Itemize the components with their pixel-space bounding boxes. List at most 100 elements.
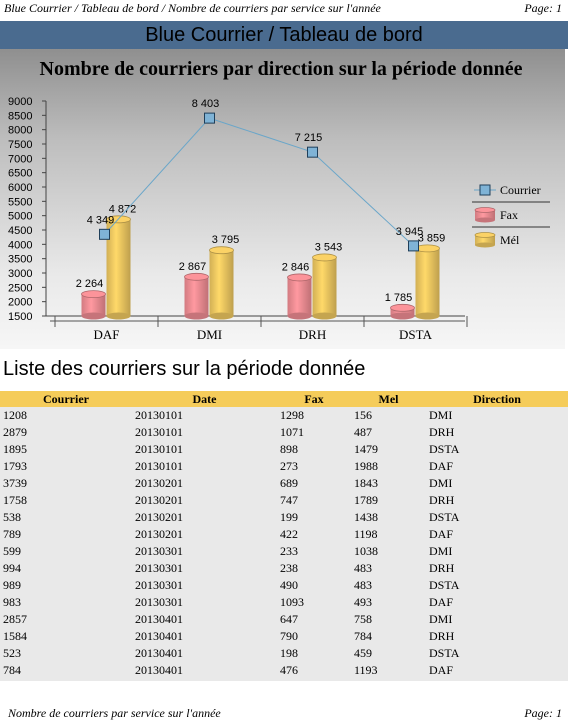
- bar-body: [390, 307, 415, 316]
- bar-body: [106, 219, 131, 316]
- cell-direction: DMI: [429, 476, 453, 490]
- legend-swatch-cylinder: [475, 210, 495, 220]
- cell-direction: DMI: [429, 544, 453, 558]
- cell-direction: DAF: [429, 595, 454, 609]
- cell-fax: 790: [280, 629, 298, 643]
- cell-date: 20130401: [135, 629, 183, 643]
- cell-direction: DRH: [429, 425, 455, 439]
- bar-body: [415, 248, 440, 316]
- bar-bottom: [106, 312, 131, 320]
- data-label: 2 867: [179, 261, 207, 273]
- cell-fax: 647: [280, 612, 298, 626]
- y-tick-label: 7000: [8, 153, 32, 165]
- bar-fax: [390, 303, 415, 320]
- cell-date: 20130201: [135, 510, 183, 524]
- bar-mél: [209, 246, 234, 320]
- footer-title: Nombre de courriers par service sur l'an…: [8, 706, 221, 720]
- cell-date: 20130101: [135, 442, 183, 456]
- cell-direction: DAF: [429, 663, 454, 677]
- legend-swatch-bottom: [475, 217, 495, 223]
- cell-courrier: 1208: [3, 408, 27, 422]
- legend-swatch-top: [474, 207, 496, 213]
- bar-fax: [81, 290, 106, 320]
- data-label: 2 264: [76, 278, 104, 290]
- column-header-date: Date: [192, 391, 217, 406]
- bar-body: [81, 294, 106, 316]
- point-courrier: [99, 228, 110, 240]
- column-header-fax: Fax: [304, 391, 324, 406]
- bar-top: [390, 303, 415, 312]
- cell-date: 20130301: [135, 544, 183, 558]
- table-row: 1208 20130101 1298 156 DMI: [0, 407, 568, 424]
- bar-top: [415, 244, 440, 253]
- cell-date: 20130101: [135, 459, 183, 473]
- table-header-row: Courrier Date Fax Mel Direction: [0, 391, 568, 407]
- cell-courrier: 3739: [3, 476, 27, 490]
- cell-mel: 1479: [354, 442, 378, 456]
- legend-label: Fax: [500, 208, 518, 222]
- footer-page-number: Page: 1: [524, 706, 562, 720]
- chart-panel: Nombre de courriers par direction sur la…: [0, 49, 565, 349]
- x-tick-label: DAF: [93, 327, 119, 342]
- direction-chart: Nombre de courriers par direction sur la…: [8, 58, 550, 342]
- table-row: 784 20130401 476 1193 DAF: [0, 662, 568, 679]
- cell-courrier: 1793: [3, 459, 27, 473]
- cell-courrier: 789: [3, 527, 21, 541]
- table-row: 989 20130301 490 483 DSTA: [0, 577, 568, 594]
- cell-direction: DRH: [429, 629, 455, 643]
- chart-plot-area: 1500 2000 2500 3000 3500 4000 4500 5000 5500 6000…: [8, 96, 468, 342]
- bar-bottom: [415, 312, 440, 320]
- cell-courrier: 599: [3, 544, 21, 558]
- report-breadcrumb: Blue Courrier / Tableau de bord / Nombre…: [4, 1, 381, 15]
- cell-direction: DMI: [429, 408, 453, 422]
- cell-mel: 1843: [354, 476, 378, 490]
- bar-mél: [415, 244, 440, 320]
- column-header-mel: Mel: [378, 391, 399, 406]
- bar-bottom: [184, 312, 209, 320]
- bar-top: [209, 246, 234, 255]
- y-tick-label: 8500: [8, 110, 32, 122]
- cell-mel: 1193: [354, 663, 378, 677]
- y-tick-label: 5500: [8, 196, 32, 208]
- legend-label: Mél: [500, 233, 520, 247]
- data-label: 3 543: [315, 241, 343, 253]
- cell-date: 20130301: [135, 561, 183, 575]
- table-row: 789 20130201 422 1198 DAF: [0, 526, 568, 543]
- data-label: 3 795: [212, 234, 240, 246]
- cell-date: 20130301: [135, 595, 183, 609]
- x-tick-label: DRH: [299, 327, 326, 342]
- column-header-direction: Direction: [473, 391, 521, 406]
- x-tick-label: DSTA: [399, 327, 433, 342]
- cell-date: 20130401: [135, 663, 183, 677]
- cell-date: 20130401: [135, 612, 183, 626]
- cell-courrier: 2879: [3, 425, 27, 439]
- data-label: 4 349: [87, 214, 115, 226]
- cell-direction: DAF: [429, 527, 454, 541]
- bar-mél: [106, 215, 131, 320]
- mail-table-container: Courrier Date Fax Mel Direction 1208 2013…: [0, 391, 568, 681]
- dashboard-banner: Blue Courrier / Tableau de bord: [0, 21, 568, 49]
- table-row: 983 20130301 1093 493 DAF: [0, 594, 568, 611]
- cell-courrier: 1758: [3, 493, 27, 507]
- cell-date: 20130101: [135, 408, 183, 422]
- cell-courrier: 2857: [3, 612, 27, 626]
- legend-label: Courrier: [500, 183, 541, 197]
- cell-date: 20130301: [135, 578, 183, 592]
- cell-courrier: 1895: [3, 442, 27, 456]
- data-label: 8 403: [192, 98, 220, 110]
- cell-mel: 487: [354, 425, 372, 439]
- cell-mel: 483: [354, 561, 372, 575]
- point-courrier: [307, 146, 318, 158]
- cell-courrier: 994: [3, 561, 21, 575]
- cell-fax: 747: [280, 493, 298, 507]
- cell-direction: DSTA: [429, 646, 460, 660]
- data-label: 1 785: [385, 292, 413, 304]
- legend-swatch-cylinder: [475, 235, 495, 245]
- cell-fax: 273: [280, 459, 298, 473]
- table-row: 994 20130301 238 483 DRH: [0, 560, 568, 577]
- y-tick-label: 6500: [8, 168, 32, 180]
- cell-direction: DSTA: [429, 578, 460, 592]
- cell-date: 20130401: [135, 646, 183, 660]
- y-tick-label: 8000: [8, 125, 32, 137]
- y-tick-label: 3000: [8, 268, 32, 280]
